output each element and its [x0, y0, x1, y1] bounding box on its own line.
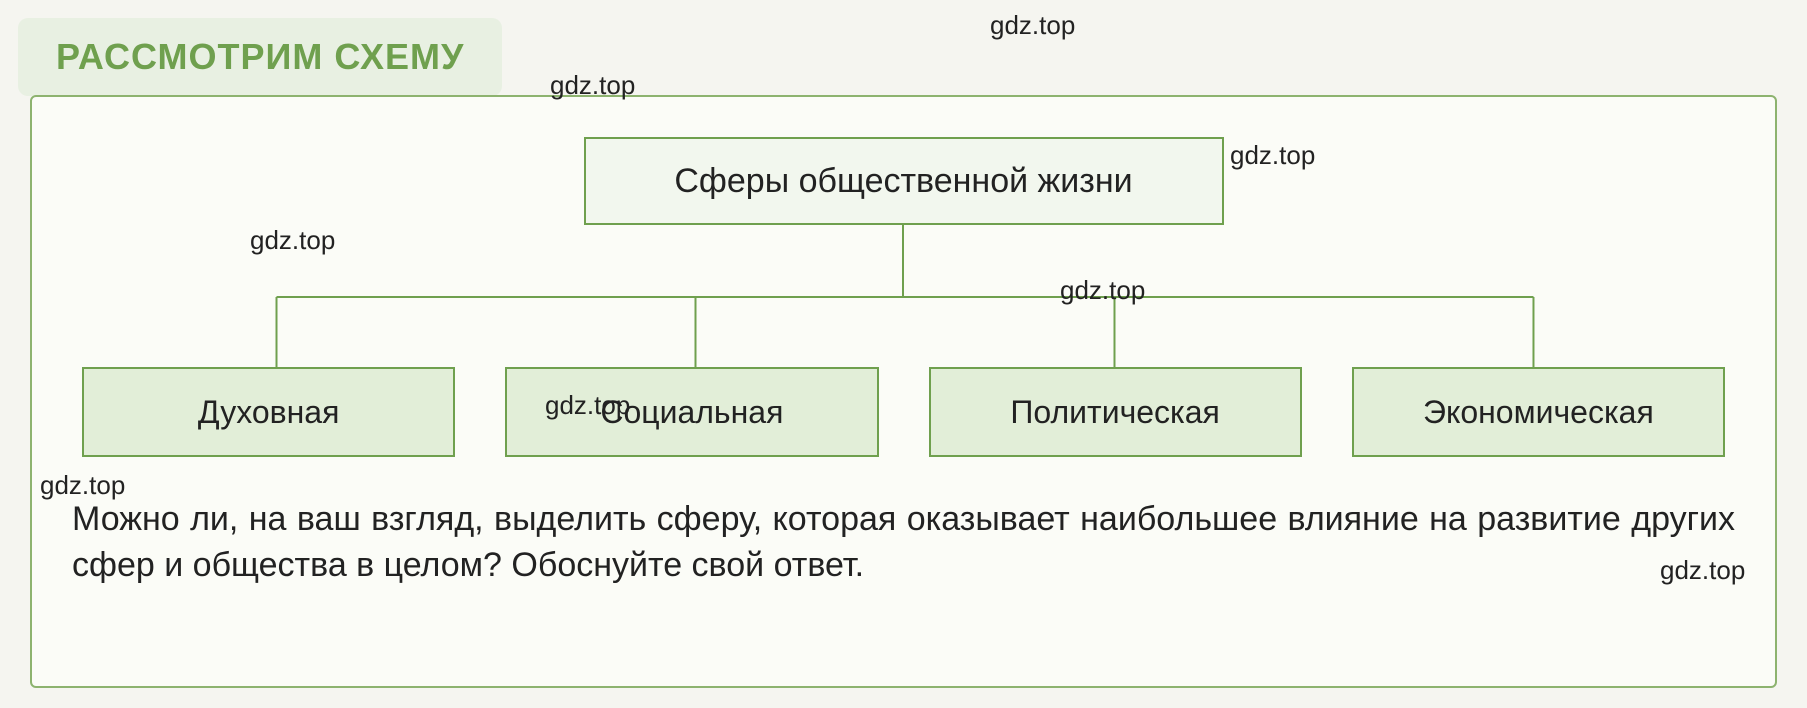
tree-child-label: Социальная [600, 394, 783, 431]
tree-child-label: Духовная [198, 394, 340, 431]
tree-child-node: Экономическая [1352, 367, 1725, 457]
tree-child-node: Социальная [505, 367, 878, 457]
tree-child-node: Политическая [929, 367, 1302, 457]
tree-root-node: Сферы общественной жизни [584, 137, 1224, 225]
tree-root-label: Сферы общественной жизни [674, 162, 1132, 201]
tree-diagram: Сферы общественной жизни Духовная Социал… [72, 127, 1735, 477]
section-heading-text: РАССМОТРИМ СХЕМУ [56, 36, 464, 77]
watermark-text: gdz.top [990, 10, 1075, 41]
section-heading-tab: РАССМОТРИМ СХЕМУ [18, 18, 502, 96]
question-text: Можно ли, на ваш взгляд, выделить сферу,… [72, 497, 1735, 589]
tree-child-node: Духовная [82, 367, 455, 457]
tree-child-label: Экономическая [1423, 394, 1654, 431]
diagram-panel: Сферы общественной жизни Духовная Социал… [30, 95, 1777, 688]
tree-child-label: Политическая [1010, 394, 1219, 431]
tree-child-row: Духовная Социальная Политическая Экономи… [72, 367, 1735, 457]
